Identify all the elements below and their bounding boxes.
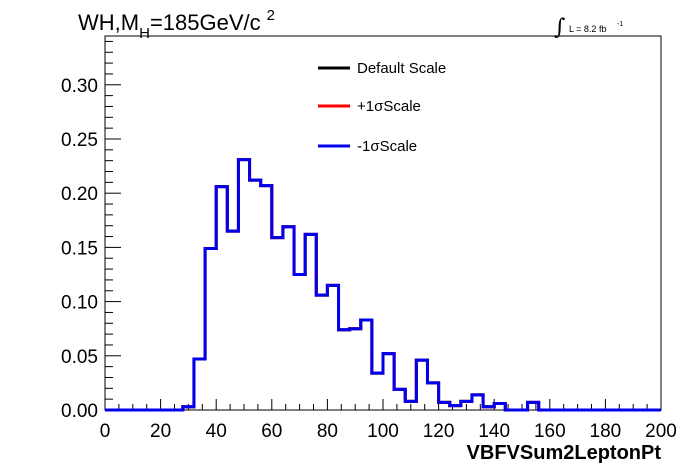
legend-label-default: Default Scale bbox=[357, 60, 446, 77]
chart-title: WH,MH=185GeV/c 2 bbox=[78, 7, 275, 42]
x-tick-label: 120 bbox=[423, 421, 455, 442]
x-tick-label: 0 bbox=[100, 421, 111, 442]
x-tick-label: 160 bbox=[534, 421, 566, 442]
x-tick-label: 180 bbox=[590, 421, 622, 442]
y-tick-label: 0.00 bbox=[61, 401, 98, 422]
axes: 0 20 40 60 80 100 120 140 160 180 200 0.00 0.05 0.10 0… bbox=[61, 40, 677, 442]
title-superscript: 2 bbox=[267, 7, 275, 24]
y-tick-label: 0.25 bbox=[61, 130, 98, 151]
luminosity-label: ∫ L = 8.2 fb -1 bbox=[554, 15, 623, 40]
y-tick-label: 0.30 bbox=[61, 76, 98, 97]
integral-symbol: ∫ bbox=[554, 15, 566, 40]
y-tick-label: 0.15 bbox=[61, 238, 98, 259]
x-tick-label: 80 bbox=[317, 421, 338, 442]
x-tick-label: 200 bbox=[645, 421, 677, 442]
title-subscript: H bbox=[139, 25, 150, 42]
series-line-2 bbox=[105, 158, 661, 412]
legend-label-minus1sigma: -1σScale bbox=[357, 138, 417, 155]
y-tick-label: 0.10 bbox=[61, 293, 98, 314]
luminosity-text: L = 8.2 fb bbox=[569, 24, 606, 34]
series-layer bbox=[105, 158, 661, 412]
y-tick-label: 0.20 bbox=[61, 184, 98, 205]
legend: Default Scale +1σScale -1σScale bbox=[318, 60, 446, 155]
x-tick-label: 140 bbox=[478, 421, 510, 442]
x-tick-label: 60 bbox=[261, 421, 282, 442]
x-tick-label: 100 bbox=[367, 421, 399, 442]
title-main: WH,M bbox=[78, 10, 139, 35]
luminosity-exponent: -1 bbox=[617, 21, 623, 28]
legend-label-plus1sigma: +1σScale bbox=[357, 98, 421, 115]
y-tick-label: 0.05 bbox=[61, 347, 98, 368]
x-axis-label: VBFVSum2LeptonPt bbox=[467, 442, 662, 464]
x-tick-label: 20 bbox=[150, 421, 171, 442]
x-tick-label: 40 bbox=[206, 421, 227, 442]
title-rest: =185GeV/c bbox=[150, 10, 261, 35]
